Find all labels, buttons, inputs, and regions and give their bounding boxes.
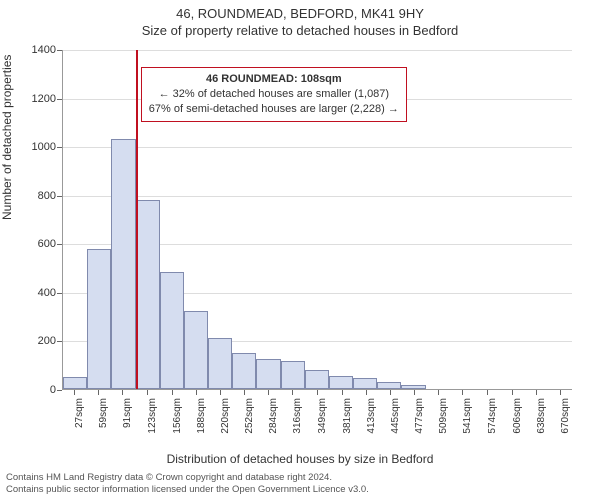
figure: 46, ROUNDMEAD, BEDFORD, MK41 9HY Size of…: [0, 0, 600, 500]
y-tick: [57, 293, 62, 294]
y-tick-label: 800: [16, 190, 56, 202]
histogram-bar: [401, 385, 425, 389]
x-axis-label: Distribution of detached houses by size …: [0, 452, 600, 466]
x-tick-label: 188sqm: [196, 398, 207, 448]
x-tick: [414, 390, 415, 395]
annotation-line3: 67% of semi-detached houses are larger (…: [149, 103, 399, 115]
x-tick: [220, 390, 221, 395]
x-tick: [268, 390, 269, 395]
x-tick-label: 156sqm: [172, 398, 183, 448]
annotation-line1: 46 ROUNDMEAD: 108sqm: [206, 73, 342, 85]
footer-line1: Contains HM Land Registry data © Crown c…: [6, 472, 369, 484]
x-tick-label: 413sqm: [366, 398, 377, 448]
x-tick-label: 316sqm: [292, 398, 303, 448]
y-tick-label: 0: [16, 384, 56, 396]
footer-line2: Contains public sector information licen…: [6, 484, 369, 496]
x-tick-label: 59sqm: [98, 398, 109, 448]
x-tick-label: 284sqm: [268, 398, 279, 448]
x-tick: [292, 390, 293, 395]
y-tick: [57, 99, 62, 100]
x-tick-label: 445sqm: [390, 398, 401, 448]
x-tick-label: 27sqm: [74, 398, 85, 448]
x-tick-label: 509sqm: [438, 398, 449, 448]
x-tick: [512, 390, 513, 395]
histogram-bar: [305, 370, 329, 389]
subject-marker-line: [136, 50, 138, 389]
x-tick-label: 670sqm: [560, 398, 571, 448]
histogram-bar: [111, 139, 135, 389]
y-tick: [57, 244, 62, 245]
x-tick: [487, 390, 488, 395]
plot-area: 46 ROUNDMEAD: 108sqm ← 32% of detached h…: [62, 50, 572, 390]
histogram-bar: [353, 378, 377, 389]
y-tick: [57, 196, 62, 197]
histogram-bar: [232, 353, 256, 389]
annotation-line2: ← 32% of detached houses are smaller (1,…: [159, 88, 390, 100]
histogram-bar: [87, 249, 111, 389]
histogram-bar: [208, 338, 232, 389]
y-tick: [57, 147, 62, 148]
histogram-bar: [136, 200, 160, 389]
x-tick: [342, 390, 343, 395]
x-tick: [462, 390, 463, 395]
x-tick-label: 606sqm: [512, 398, 523, 448]
x-tick-label: 638sqm: [536, 398, 547, 448]
y-tick-label: 1200: [16, 93, 56, 105]
histogram-bar: [160, 272, 184, 389]
x-tick: [390, 390, 391, 395]
x-tick: [74, 390, 75, 395]
histogram-bar: [281, 361, 305, 389]
x-tick: [317, 390, 318, 395]
x-tick: [438, 390, 439, 395]
x-tick: [147, 390, 148, 395]
y-tick-label: 1400: [16, 44, 56, 56]
y-axis-label: Number of detached properties: [0, 55, 14, 220]
y-tick-label: 200: [16, 335, 56, 347]
annotation-box: 46 ROUNDMEAD: 108sqm ← 32% of detached h…: [141, 67, 407, 122]
x-tick-label: 91sqm: [122, 398, 133, 448]
figure-title-sub: Size of property relative to detached ho…: [0, 21, 600, 38]
y-tick-label: 600: [16, 238, 56, 250]
y-tick-label: 1000: [16, 141, 56, 153]
x-tick-label: 349sqm: [317, 398, 328, 448]
x-tick-label: 477sqm: [414, 398, 425, 448]
histogram-bar: [184, 311, 208, 389]
figure-title-address: 46, ROUNDMEAD, BEDFORD, MK41 9HY: [0, 0, 600, 21]
histogram-bar: [329, 376, 353, 389]
x-tick-label: 252sqm: [244, 398, 255, 448]
histogram-bar: [63, 377, 87, 389]
x-tick-label: 381sqm: [342, 398, 353, 448]
x-tick: [244, 390, 245, 395]
x-tick: [122, 390, 123, 395]
y-tick: [57, 50, 62, 51]
x-tick-label: 123sqm: [147, 398, 158, 448]
footer: Contains HM Land Registry data © Crown c…: [6, 472, 369, 496]
x-tick-label: 541sqm: [462, 398, 473, 448]
y-tick: [57, 341, 62, 342]
x-tick: [98, 390, 99, 395]
x-tick-label: 220sqm: [220, 398, 231, 448]
y-tick: [57, 390, 62, 391]
x-tick: [172, 390, 173, 395]
y-tick-label: 400: [16, 287, 56, 299]
histogram-bar: [377, 382, 401, 389]
x-tick-label: 574sqm: [487, 398, 498, 448]
x-tick: [366, 390, 367, 395]
chart-area: 46 ROUNDMEAD: 108sqm ← 32% of detached h…: [62, 50, 572, 390]
histogram-bar: [256, 359, 280, 389]
x-tick: [196, 390, 197, 395]
x-tick: [536, 390, 537, 395]
x-tick: [560, 390, 561, 395]
